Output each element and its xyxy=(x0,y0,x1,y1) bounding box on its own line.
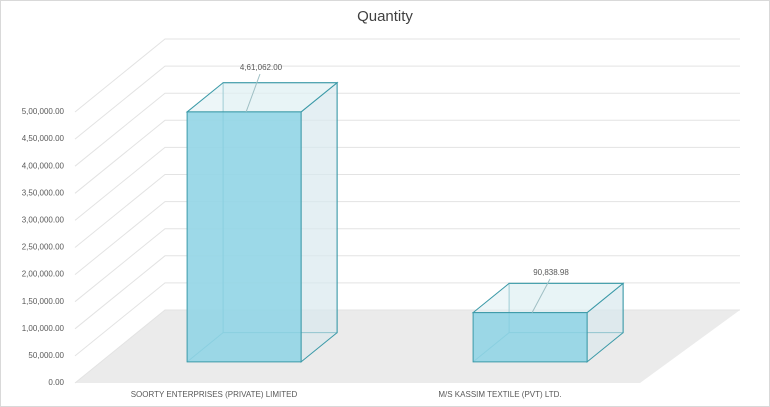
value-label: 90,838.98 xyxy=(533,268,569,277)
leader-line xyxy=(531,278,551,313)
y-tick-label: 50,000.00 xyxy=(28,351,64,360)
y-tick-label: 1,00,000.00 xyxy=(22,324,65,333)
value-label: 4,61,062.00 xyxy=(240,63,283,72)
y-tick-label: 4,00,000.00 xyxy=(22,161,65,170)
y-tick-label: 3,50,000.00 xyxy=(22,188,65,197)
grid-line xyxy=(74,174,740,248)
grid-line xyxy=(74,201,740,275)
y-tick-label: 0.00 xyxy=(48,378,64,387)
bar xyxy=(472,312,588,363)
grid-line xyxy=(74,146,740,221)
grid-line xyxy=(74,119,740,194)
y-tick-label: 5,00,000.00 xyxy=(22,107,65,116)
y-tick-label: 2,00,000.00 xyxy=(22,270,65,279)
x-tick-label: M/S KASSIM TEXTILE (PVT) LTD. xyxy=(438,390,561,399)
y-tick-label: 2,50,000.00 xyxy=(22,243,65,252)
bar xyxy=(186,111,302,363)
grid-line xyxy=(74,92,740,167)
chart-title: Quantity xyxy=(357,8,413,25)
grid-line xyxy=(74,228,740,303)
grid-line xyxy=(74,38,740,113)
floor xyxy=(75,310,740,383)
y-tick-label: 4,50,000.00 xyxy=(22,134,65,143)
x-tick-label: SOORTY ENTERPRISES (PRIVATE) LIMITED xyxy=(131,390,298,399)
grid-line xyxy=(74,255,740,330)
y-tick-label: 1,50,000.00 xyxy=(22,297,65,306)
bar-side xyxy=(300,81,338,363)
grid-line xyxy=(74,65,740,140)
y-tick-label: 3,00,000.00 xyxy=(22,216,65,225)
leader-line xyxy=(245,73,261,113)
